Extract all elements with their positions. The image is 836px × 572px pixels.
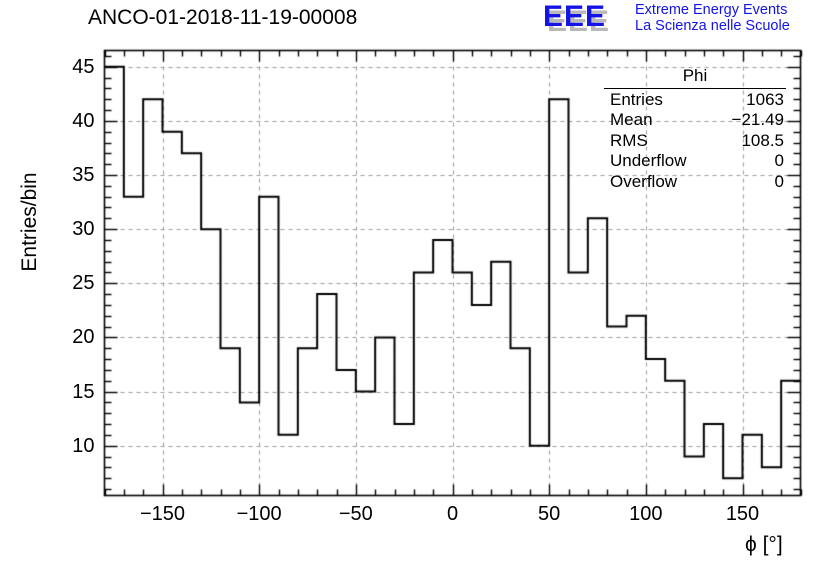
- x-tick-label: −100: [236, 502, 282, 525]
- stats-title: Phi: [604, 66, 786, 89]
- eee-logo-text: Extreme Energy Events La Scienza nelle S…: [635, 2, 790, 34]
- stats-row: Mean −21.49: [604, 110, 786, 131]
- stats-row-value: 0: [774, 171, 784, 191]
- stats-row-value: 0: [774, 151, 784, 170]
- x-tick-label: 0: [446, 502, 459, 525]
- stats-row-label: Overflow: [610, 171, 678, 191]
- x-axis-title-text: ϕ [°]: [745, 533, 783, 556]
- x-axis-title: ϕ [°]: [745, 533, 783, 557]
- page-title: ANCO-01-2018-11-19-00008: [88, 6, 358, 29]
- stats-row: Overflow 0: [604, 172, 786, 193]
- stats-row: RMS 108.5: [604, 131, 786, 152]
- x-tick-label: 100: [629, 502, 663, 525]
- y-tick-label: 40: [72, 109, 95, 132]
- stats-box: Phi Entries 1063 Mean −21.49 RMS 108.5 Underfl…: [604, 66, 786, 192]
- x-tick-label: −50: [338, 502, 373, 525]
- eee-logo-mark-text: EEE: [543, 0, 607, 33]
- eee-logo-line2: La Scienza nelle Scuole: [635, 17, 790, 34]
- y-tick-label: 35: [72, 164, 95, 186]
- eee-logo: EEE EEE Extreme Energy Events La Scienza…: [543, 0, 790, 38]
- stats-row-value: −21.49: [731, 110, 784, 129]
- stats-rows: Entries 1063 Mean −21.49 RMS 108.5 Underflow 0 O…: [604, 90, 786, 193]
- y-tick-label: 25: [72, 272, 95, 295]
- stats-row: Underflow 0: [604, 151, 786, 172]
- stats-row: Entries 1063: [604, 90, 786, 111]
- stats-row-label: Underflow: [610, 151, 687, 170]
- y-tick-label: 20: [72, 326, 95, 349]
- stats-row-label: RMS: [610, 130, 648, 150]
- y-tick-label: 45: [72, 55, 95, 78]
- x-tick-label: 50: [538, 502, 561, 525]
- stats-row-value: 108.5: [741, 130, 784, 150]
- y-tick-label: 15: [72, 380, 95, 403]
- stats-row-label: Entries: [610, 89, 663, 109]
- stats-row-value: 1063: [746, 89, 784, 109]
- x-tick-label: 150: [725, 502, 760, 525]
- stats-row-label: Mean: [610, 110, 653, 129]
- eee-logo-mark-shadow: EEE: [547, 5, 611, 38]
- y-axis-title: Entries/bin: [18, 172, 41, 272]
- y-tick-label: 30: [72, 218, 95, 241]
- x-tick-label: −150: [139, 502, 186, 525]
- eee-logo-mark: EEE EEE: [543, 0, 629, 38]
- y-tick-label: 10: [72, 434, 95, 457]
- eee-logo-line1: Extreme Energy Events: [635, 2, 788, 18]
